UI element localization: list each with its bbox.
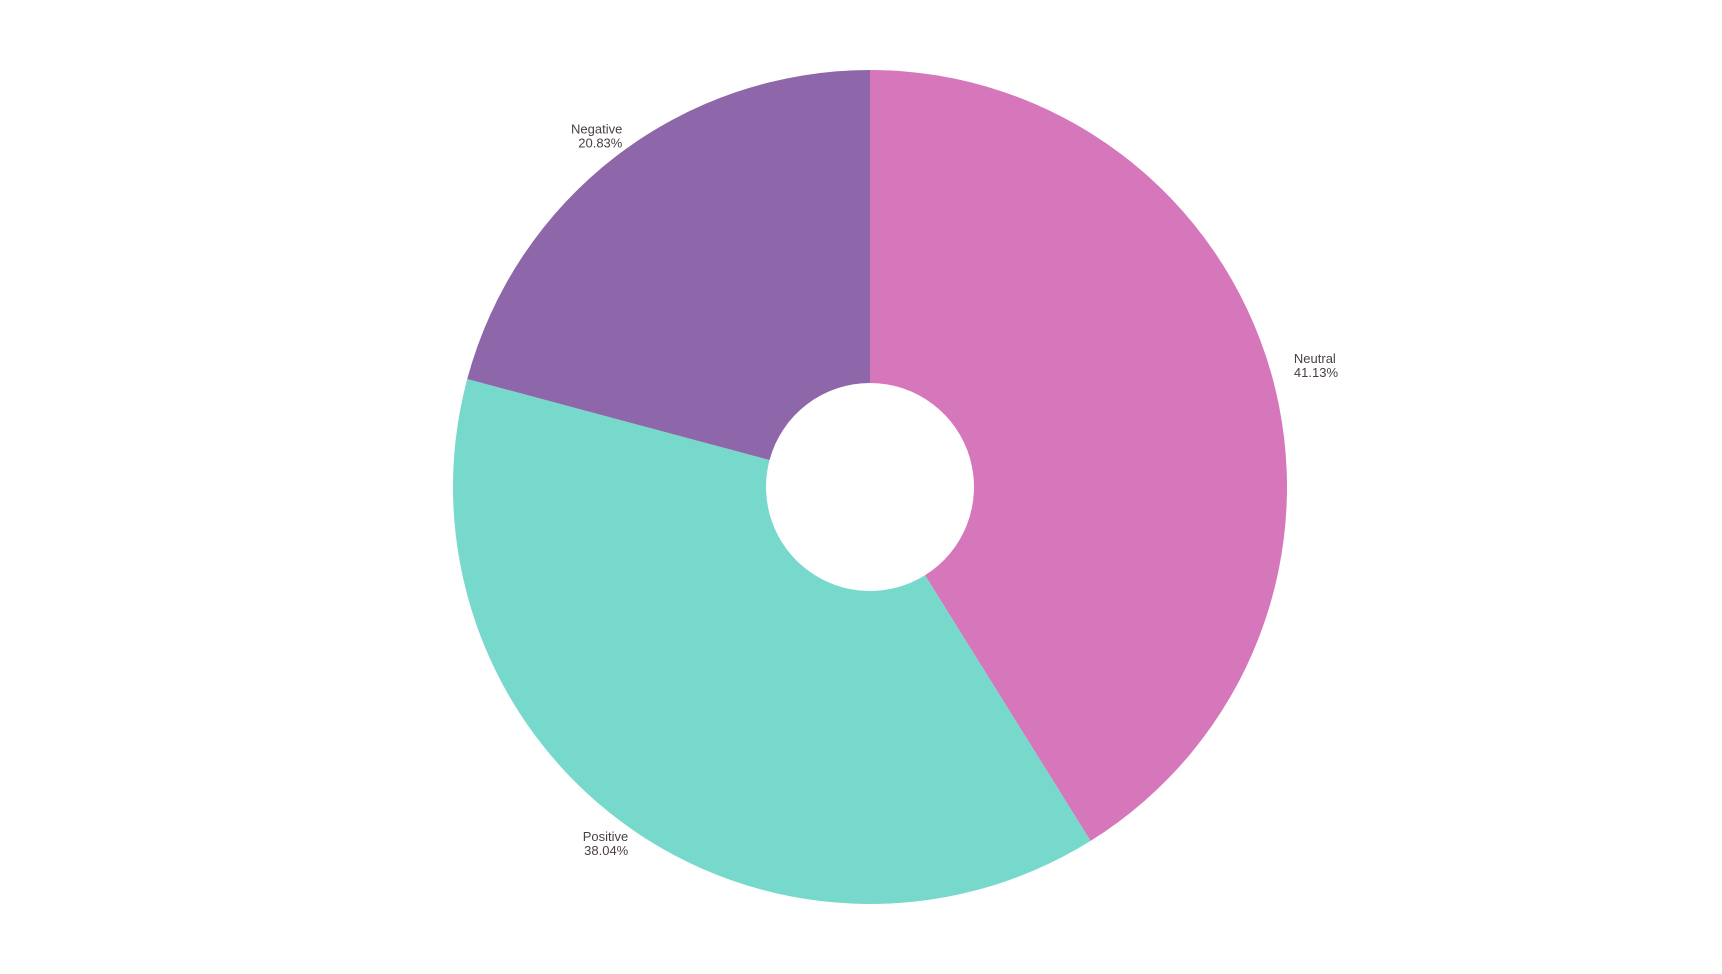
donut-slices — [452, 70, 1287, 904]
slice-percent-negative: 20.83% — [578, 136, 623, 151]
slice-label-neutral: Neutral — [1294, 351, 1336, 366]
slice-label-negative: Negative — [571, 122, 622, 137]
slice-percent-positive: 38.04% — [584, 843, 629, 858]
slice-neutral[interactable] — [870, 70, 1287, 841]
slice-positive[interactable] — [452, 378, 1091, 904]
slice-negative[interactable] — [467, 70, 870, 461]
slice-percent-neutral: 41.13% — [1294, 365, 1339, 380]
slice-label-positive: Positive — [583, 829, 629, 844]
